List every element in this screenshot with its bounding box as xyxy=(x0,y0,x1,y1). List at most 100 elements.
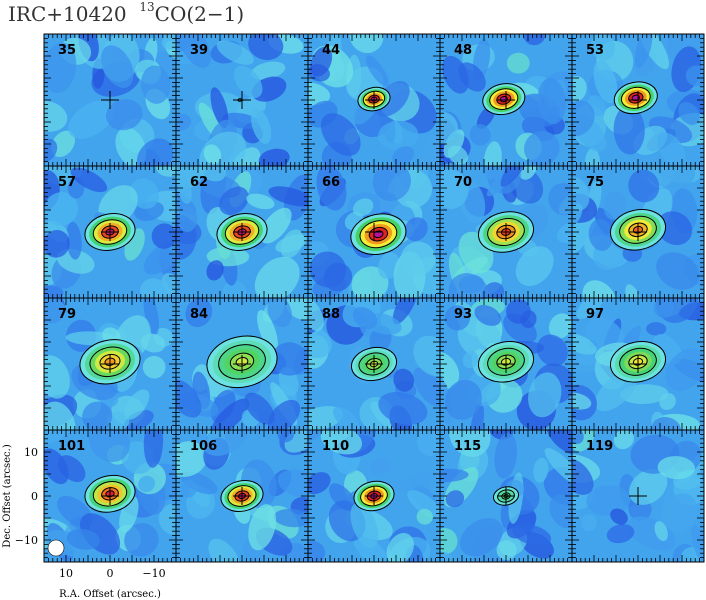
noise-blob xyxy=(584,147,601,166)
noise-blob xyxy=(314,34,331,43)
contour-line xyxy=(227,485,257,507)
noise-blob xyxy=(275,234,307,253)
noise-blob xyxy=(44,138,58,163)
channel-panel: 75 xyxy=(571,165,705,299)
contour-line xyxy=(477,211,535,253)
noise-blob xyxy=(458,274,485,294)
noise-blob xyxy=(416,508,433,525)
channel-panel: 101 xyxy=(43,429,177,563)
contour-line xyxy=(350,213,407,255)
noise-blob xyxy=(515,246,554,287)
contour-line xyxy=(496,93,512,105)
contour-line xyxy=(496,354,516,370)
channel-panel: 44 xyxy=(307,33,441,167)
noise-blob xyxy=(208,538,240,562)
noise-blob xyxy=(528,372,562,418)
noise-blob xyxy=(349,34,384,54)
noise-blob xyxy=(66,221,82,260)
velocity-label: 97 xyxy=(586,307,604,322)
noise-blob xyxy=(444,379,482,421)
channel-panel: 110 xyxy=(307,429,441,563)
noise-blob xyxy=(320,113,361,156)
velocity-label: 57 xyxy=(58,175,76,190)
velocity-label: 88 xyxy=(322,307,340,322)
noise-blob xyxy=(151,223,176,249)
noise-blob xyxy=(691,525,704,562)
channel-panel: 119 xyxy=(571,429,705,563)
contour-line xyxy=(501,492,511,500)
noise-blob xyxy=(496,540,517,561)
velocity-label: 48 xyxy=(454,43,472,58)
noise-blob xyxy=(656,252,700,290)
noise-blob xyxy=(233,65,263,98)
velocity-label: 110 xyxy=(322,439,349,454)
noise-blob xyxy=(180,479,197,498)
channel-panel: 39 xyxy=(175,33,309,167)
noise-blob xyxy=(267,399,301,430)
noise-blob xyxy=(517,166,537,180)
noise-blob xyxy=(373,191,416,228)
contour-line xyxy=(497,489,515,503)
noise-blob xyxy=(136,138,174,166)
noise-blob xyxy=(610,508,628,525)
noise-blob xyxy=(546,430,572,456)
contour-line xyxy=(104,357,116,366)
noise-blob xyxy=(342,540,366,562)
noise-blob xyxy=(68,100,115,139)
contour-line xyxy=(237,228,247,236)
noise-blob xyxy=(613,105,645,155)
noise-blob xyxy=(613,430,634,450)
noise-blob xyxy=(44,298,67,324)
noise-blob xyxy=(273,508,308,528)
velocity-label: 84 xyxy=(190,307,208,322)
contour-line xyxy=(492,486,520,506)
noise-blob xyxy=(56,248,95,274)
velocity-label: 79 xyxy=(58,307,76,322)
noise-blob xyxy=(590,34,615,61)
noise-blob xyxy=(180,471,218,495)
contour-line xyxy=(362,90,386,108)
noise-blob xyxy=(101,45,134,88)
velocity-label: 119 xyxy=(586,439,613,454)
velocity-label: 62 xyxy=(190,175,208,190)
contour-line xyxy=(92,481,128,507)
noise-blob xyxy=(203,430,247,456)
channel-panel: 97 xyxy=(571,297,705,431)
noise-blob xyxy=(386,532,414,562)
noise-blob xyxy=(657,456,695,480)
contour-line xyxy=(619,347,657,376)
noise-blob xyxy=(413,335,440,377)
contour-line xyxy=(237,492,247,500)
noise-blob xyxy=(316,166,347,211)
noise-blob xyxy=(576,298,604,319)
noise-blob xyxy=(537,77,566,125)
noise-blob xyxy=(458,62,486,92)
noise-blob xyxy=(308,298,324,331)
noise-blob xyxy=(603,190,627,221)
noise-blob xyxy=(581,514,597,532)
noise-blob xyxy=(353,536,388,562)
contour-line xyxy=(234,490,250,502)
noise-blob xyxy=(378,391,428,425)
velocity-label: 39 xyxy=(190,43,208,58)
noise-blob xyxy=(444,305,471,331)
noise-blob xyxy=(606,524,635,544)
noise-blob xyxy=(572,332,597,355)
contour-line xyxy=(84,213,136,251)
noise-blob xyxy=(447,145,469,165)
noise-blob xyxy=(308,82,331,106)
noise-blob xyxy=(142,355,166,379)
noise-blob xyxy=(352,306,378,330)
contour-line xyxy=(609,209,667,251)
noise-blob xyxy=(653,298,674,319)
noise-blob xyxy=(138,475,156,493)
contour-line xyxy=(353,480,395,512)
channel-panel: 66 xyxy=(307,165,441,299)
noise-blob xyxy=(268,186,308,207)
contour-line xyxy=(368,226,389,242)
noise-blob xyxy=(350,502,379,548)
noise-blob xyxy=(308,540,326,562)
noise-blob xyxy=(44,430,72,445)
noise-blob xyxy=(659,393,676,411)
channel-panel: 53 xyxy=(571,33,705,167)
